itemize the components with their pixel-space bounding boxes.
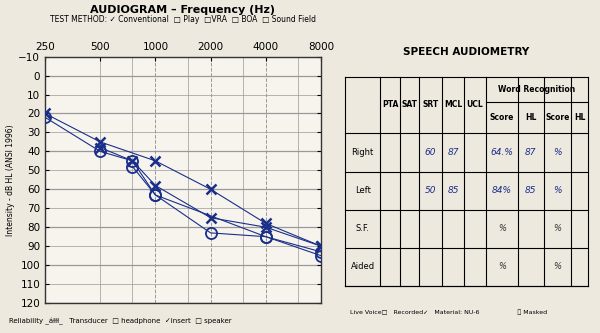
Text: Live Voice□   Recorded✓   Material: NU-6                   Ⓞ Masked: Live Voice□ Recorded✓ Material: NU-6 Ⓞ M…	[350, 310, 547, 315]
Text: 50: 50	[425, 186, 436, 195]
Text: 85: 85	[448, 186, 459, 195]
Text: Left: Left	[355, 186, 371, 195]
Text: MCL: MCL	[444, 100, 462, 109]
Text: TEST METHOD: ✓ Conventional  □ Play  □VRA  □ BOA  □ Sound Field: TEST METHOD: ✓ Conventional □ Play □VRA …	[50, 15, 316, 24]
Text: Right: Right	[352, 148, 374, 157]
Text: UCL: UCL	[467, 100, 484, 109]
Text: PTA: PTA	[382, 100, 398, 109]
Text: %: %	[554, 262, 562, 271]
Text: 85: 85	[525, 186, 536, 195]
Text: 60: 60	[425, 148, 436, 157]
Y-axis label: Intensity - dB HL (ANSI 1996): Intensity - dB HL (ANSI 1996)	[7, 124, 16, 236]
Text: %: %	[554, 224, 562, 233]
Text: SAT: SAT	[401, 100, 418, 109]
Text: 84%: 84%	[492, 186, 512, 195]
Text: %: %	[553, 148, 562, 157]
Text: %: %	[553, 186, 562, 195]
Text: Score: Score	[490, 113, 514, 122]
Text: 87: 87	[448, 148, 459, 157]
Text: 64.%: 64.%	[490, 148, 513, 157]
Text: Reliability _áłłł_   Transducer  □ headphone  ✓insert  □ speaker: Reliability _áłłł_ Transducer □ headphon…	[9, 317, 232, 325]
Text: 87: 87	[525, 148, 536, 157]
Text: SPEECH AUDIOMETRY: SPEECH AUDIOMETRY	[403, 47, 530, 57]
Text: AUDIOGRAM – Frequency (Hz): AUDIOGRAM – Frequency (Hz)	[91, 5, 275, 15]
Text: Score: Score	[545, 113, 570, 122]
Text: HL: HL	[574, 113, 585, 122]
Text: %: %	[498, 262, 506, 271]
Text: Aided: Aided	[350, 262, 374, 271]
Text: SRT: SRT	[422, 100, 439, 109]
Text: S.F.: S.F.	[356, 224, 370, 233]
Text: Word Recognition: Word Recognition	[499, 85, 575, 94]
Text: %: %	[498, 224, 506, 233]
Text: HL: HL	[525, 113, 536, 122]
